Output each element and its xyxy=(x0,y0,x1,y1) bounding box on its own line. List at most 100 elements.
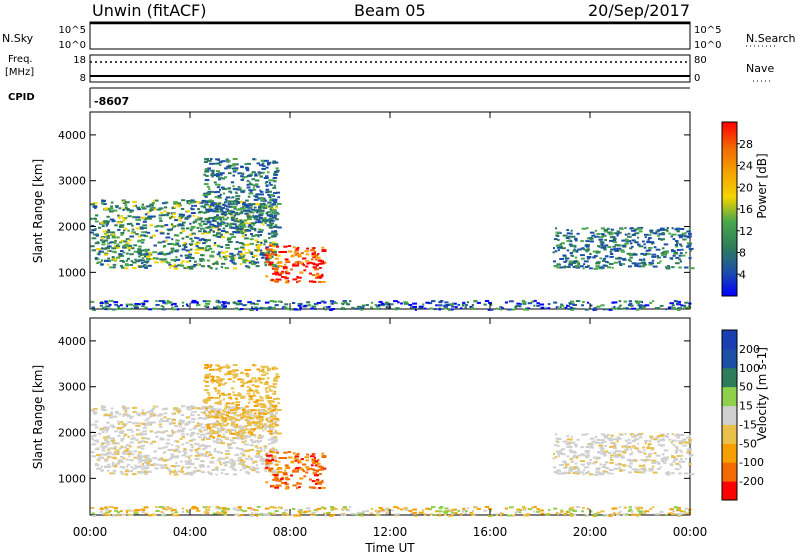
echo-cell xyxy=(313,303,318,305)
echo-cell xyxy=(661,438,665,440)
echo-cell xyxy=(104,302,109,305)
echo-cell xyxy=(590,304,593,307)
echo-cell xyxy=(231,261,236,264)
echo-cell xyxy=(577,454,582,457)
echo-cell xyxy=(207,373,211,376)
echo-cell xyxy=(217,377,221,380)
echo-cell xyxy=(314,250,317,253)
echo-cell xyxy=(683,511,686,514)
echo-cell xyxy=(294,470,299,473)
echo-cell xyxy=(639,262,644,265)
echo-cell xyxy=(638,512,642,515)
echo-cell xyxy=(93,439,97,442)
echo-cell xyxy=(174,263,177,266)
echo-cell xyxy=(471,306,475,309)
echo-cell xyxy=(231,441,237,444)
echo-cell xyxy=(553,507,558,510)
echo-cell xyxy=(473,300,477,303)
echo-cell xyxy=(200,454,206,457)
echo-cell xyxy=(238,430,243,432)
echo-cell xyxy=(254,389,259,392)
echo-cell xyxy=(116,256,121,259)
echo-cell xyxy=(140,412,146,415)
echo-cell xyxy=(141,238,145,241)
echo-cell xyxy=(172,308,177,311)
echo-cell xyxy=(220,415,224,418)
echo-cell xyxy=(215,466,219,469)
echo-cell xyxy=(679,228,685,230)
echo-cell xyxy=(637,304,642,307)
echo-cell xyxy=(437,304,443,307)
echo-cell xyxy=(184,254,190,257)
echo-cell xyxy=(684,235,689,238)
echo-cell xyxy=(615,257,621,260)
echo-cell xyxy=(168,263,172,266)
echo-cell xyxy=(273,214,278,217)
echo-cell xyxy=(272,241,275,244)
echo-cell xyxy=(160,225,164,228)
echo-cell xyxy=(206,427,212,430)
echo-cell xyxy=(120,438,125,440)
echo-cell xyxy=(248,398,254,401)
echo-cell xyxy=(250,459,254,461)
echo-cell xyxy=(204,211,207,214)
echo-cell xyxy=(555,440,559,443)
echo-cell xyxy=(306,510,312,513)
echo-cell xyxy=(408,304,413,306)
echo-cell xyxy=(196,248,201,251)
echo-cell xyxy=(112,442,115,445)
echo-cell xyxy=(328,305,331,308)
echo-cell xyxy=(655,248,661,251)
echo-cell xyxy=(294,249,300,252)
echo-cell xyxy=(264,388,267,391)
echo-cell xyxy=(660,458,666,461)
echo-cell xyxy=(171,207,176,210)
echo-cell xyxy=(132,406,137,409)
colorbar-swatch xyxy=(722,330,737,350)
echo-cell xyxy=(244,175,248,178)
echo-cell xyxy=(179,232,183,235)
echo-cell xyxy=(631,239,636,242)
echo-cell xyxy=(603,454,607,457)
echo-cell xyxy=(262,207,268,210)
echo-cell xyxy=(272,177,278,179)
echo-cell xyxy=(141,305,145,308)
echo-cell xyxy=(302,463,307,466)
echo-cell xyxy=(640,458,645,461)
echo-cell xyxy=(106,237,110,240)
echo-cell xyxy=(251,414,255,417)
echo-cell xyxy=(106,245,112,248)
echo-cell xyxy=(385,301,388,304)
echo-cell xyxy=(645,458,649,461)
echo-cell xyxy=(273,367,279,370)
echo-cell xyxy=(143,235,149,238)
echo-cell xyxy=(569,300,575,303)
echo-cell xyxy=(189,248,193,251)
echo-cell xyxy=(589,446,594,449)
echo-cell xyxy=(245,466,250,468)
x-tick-label: 16:00 xyxy=(473,525,508,539)
echo-cell xyxy=(141,303,146,305)
echo-cell xyxy=(233,413,237,416)
echo-cell xyxy=(216,162,220,165)
echo-cell xyxy=(601,234,607,237)
echo-cell xyxy=(227,409,232,412)
echo-cell xyxy=(599,257,603,260)
echo-cell xyxy=(522,301,527,304)
echo-cell xyxy=(688,247,694,250)
echo-cell xyxy=(255,409,260,412)
echo-cell xyxy=(162,245,165,248)
echo-cell xyxy=(315,268,319,271)
echo-cell xyxy=(146,411,150,414)
echo-cell xyxy=(139,249,144,252)
echo-cell xyxy=(107,259,111,262)
echo-cell xyxy=(198,241,201,244)
echo-cell xyxy=(130,466,133,469)
echo-cell xyxy=(273,386,277,389)
echo-cell xyxy=(556,472,561,475)
echo-cell xyxy=(222,398,226,401)
echo-cell xyxy=(229,458,234,461)
echo-cell xyxy=(306,453,309,456)
echo-cell xyxy=(210,396,214,399)
